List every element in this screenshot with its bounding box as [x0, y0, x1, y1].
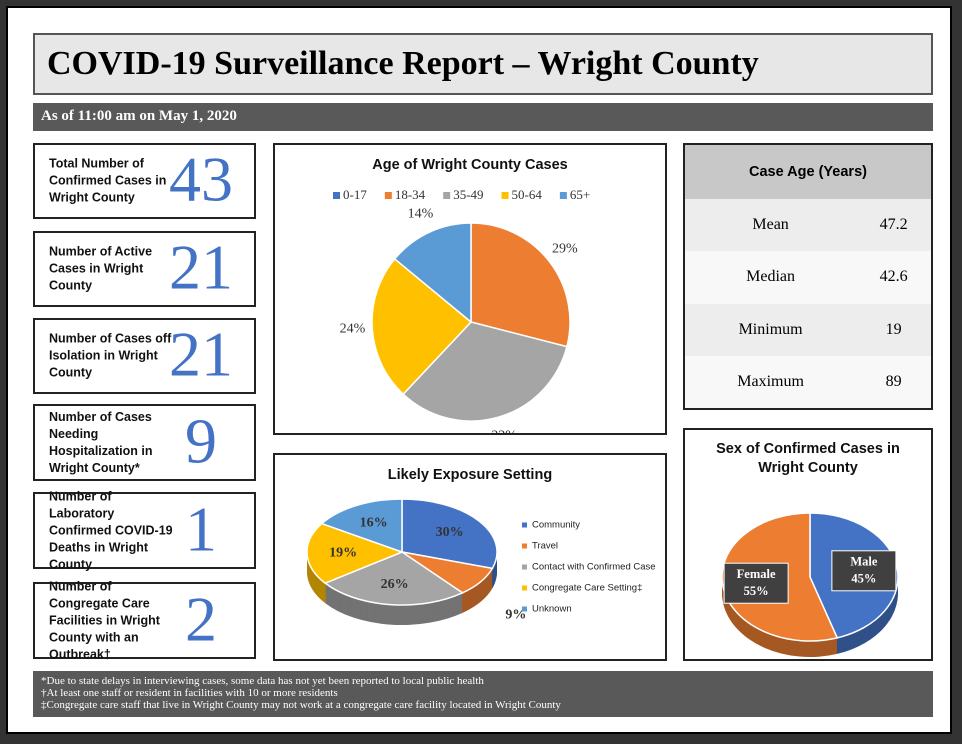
- table-label: Minimum: [685, 303, 857, 356]
- table-row: Median 42.6: [685, 251, 931, 304]
- pie-slice: [306, 522, 405, 585]
- legend-swatch: [443, 192, 451, 199]
- stat-label: Number of Congregate Care Facilities in …: [49, 579, 160, 661]
- pie-slice: [320, 498, 403, 554]
- sex-chart: Male 45% Female 55%: [721, 512, 899, 657]
- table-label: Maximum: [685, 355, 857, 408]
- report-date: As of 11:00 am on May 1, 2020: [33, 103, 933, 131]
- legend-label: 18-34: [395, 187, 426, 202]
- slice-category: Female: [737, 567, 776, 581]
- stat-label: Number of Laboratory Confirmed COVID-19 …: [49, 489, 173, 571]
- age-chart-box: Age of Wright County Cases 29% 33% 24% 14% 0…: [273, 143, 667, 435]
- table-header: Case Age (Years): [685, 145, 931, 199]
- stat-card: Total Number of Confirmed Cases in Wrigh…: [33, 143, 256, 219]
- exposure-chart: 30% 9% 26% 19%16% Community Travel Contact wit…: [306, 498, 656, 625]
- table-value: 89: [856, 355, 931, 408]
- slice-category: Male: [850, 555, 878, 569]
- report-title: COVID-19 Surveillance Report – Wright Co…: [33, 33, 933, 95]
- slice-label: 30%: [436, 525, 464, 540]
- table-value: 42.6: [856, 251, 931, 304]
- stat-label: Total Number of Confirmed Cases in Wrigh…: [49, 156, 167, 205]
- footnote: ‡Congregate care staff that live in Wrig…: [41, 699, 561, 711]
- footnote: †At least one staff or resident in facil…: [41, 687, 338, 699]
- pie-slice: [402, 321, 568, 422]
- slice-label: 45%: [851, 572, 876, 586]
- legend-swatch: [501, 192, 509, 199]
- slice-label: 24%: [340, 322, 366, 337]
- slice-label: 16%: [360, 515, 388, 530]
- stat-value: 21: [169, 231, 233, 303]
- stat-value: 1: [185, 493, 217, 565]
- slice-label: 9%: [505, 607, 526, 622]
- legend-label: 0-17: [343, 187, 367, 202]
- table: Case Age (Years) Mean 47.2 Median 42.6 Minimu…: [685, 145, 931, 408]
- legend-label: 65+: [570, 187, 590, 202]
- age-table: Case Age (Years) Mean 47.2 Median 42.6 Minimu…: [683, 143, 933, 410]
- pie-slice: [371, 257, 473, 396]
- table-label: Median: [685, 251, 857, 304]
- legend-swatch: [333, 192, 340, 199]
- legend-label: 35-49: [453, 187, 483, 202]
- table-row: Mean 47.2: [685, 199, 931, 252]
- age-chart: 29% 33% 24% 14% 0-17 18-34 35-49 50-64 65+: [333, 187, 590, 433]
- legend-label: Contact with Confirmed Case: [532, 562, 656, 573]
- legend-label: 50-64: [512, 187, 543, 202]
- legend-swatch: [522, 585, 527, 591]
- stat-value: 21: [169, 318, 233, 390]
- chart-title: Age of Wright County Cases: [372, 157, 568, 173]
- slice-label: 33%: [491, 428, 517, 433]
- slice-label: 55%: [744, 584, 769, 598]
- table-label: Mean: [685, 199, 857, 252]
- label-box: [723, 562, 789, 604]
- pie-slice: [470, 222, 571, 348]
- slice-label: 29%: [552, 241, 578, 256]
- exposure-chart-box: Likely Exposure Setting 30% 9% 26% 19% 16% Co…: [273, 453, 667, 661]
- stat-card: Number of Laboratory Confirmed COVID-19 …: [33, 489, 256, 571]
- slice-label: 19%: [329, 545, 357, 560]
- slice-label: 14%: [408, 207, 434, 222]
- legend-swatch: [522, 543, 527, 549]
- stat-value: 2: [185, 583, 217, 655]
- stat-label: Number of Cases Needing Hospitalization …: [49, 409, 153, 475]
- legend-label: Community: [532, 520, 580, 531]
- footnotes: *Due to state delays in interviewing cas…: [33, 671, 933, 717]
- table-value: 19: [856, 303, 931, 356]
- stat-card: Number of Congregate Care Facilities in …: [33, 579, 256, 661]
- legend-label: Unknown: [532, 604, 572, 615]
- legend-label: Travel: [532, 541, 558, 552]
- stat-value: 43: [169, 143, 233, 215]
- table-value: 47.2: [856, 199, 931, 252]
- stat-card: Number of Cases Needing Hospitalization …: [33, 404, 256, 481]
- label-box: [831, 550, 897, 592]
- table-row: Minimum 19: [685, 303, 931, 356]
- legend-label: Congregate Care Setting‡: [532, 583, 642, 594]
- legend-swatch: [522, 606, 527, 612]
- pie-slice: [323, 551, 465, 606]
- stat-label: Number of Active Cases in Wright County: [49, 244, 153, 293]
- slice-label: 26%: [381, 577, 409, 592]
- legend-swatch: [384, 192, 392, 199]
- chart-title: Likely Exposure Setting: [387, 467, 553, 483]
- report-page: COVID-19 Surveillance Report – Wright Co…: [6, 6, 952, 734]
- legend-swatch: [522, 564, 527, 570]
- stat-label: Number of Cases off Isolation in Wright …: [49, 331, 172, 380]
- footnote: *Due to state delays in interviewing cas…: [41, 675, 484, 687]
- stat-card: Number of Cases off Isolation in Wright …: [33, 318, 256, 394]
- legend-swatch: [559, 192, 567, 199]
- legend-swatch: [522, 522, 527, 528]
- chart-title: Sex of Confirmed Cases in Wright County: [716, 441, 900, 476]
- sex-chart-box: Sex of Confirmed Cases in Wright County …: [683, 428, 933, 661]
- pie-slice: [401, 498, 498, 570]
- pie-slice: [393, 222, 472, 324]
- stat-value: 9: [185, 405, 217, 477]
- table-row: Maximum 89: [685, 355, 931, 408]
- stat-card: Number of Active Cases in Wright County 2…: [33, 231, 256, 307]
